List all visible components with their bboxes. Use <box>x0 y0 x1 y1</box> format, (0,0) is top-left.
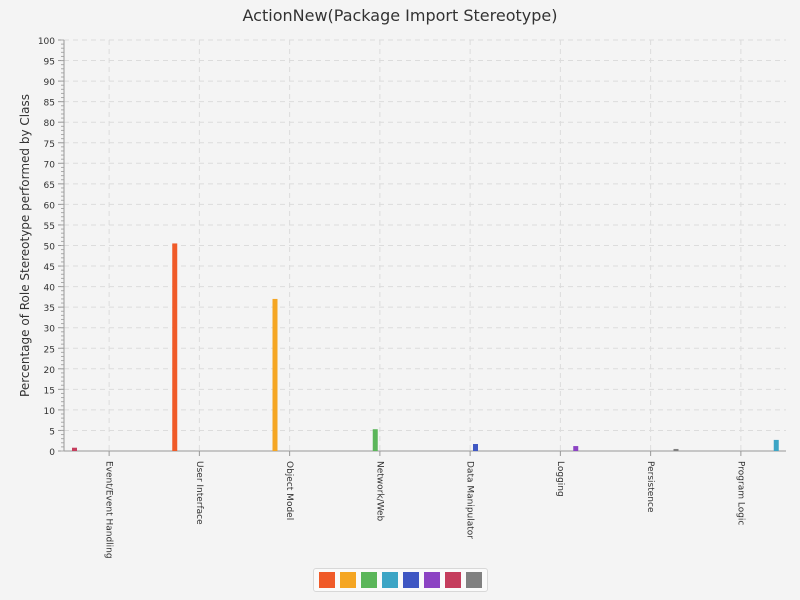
chart-title: ActionNew(Package Import Stereotype) <box>242 6 558 25</box>
bar <box>72 447 77 451</box>
y-tick-label: 85 <box>44 99 55 109</box>
x-tick-label: Persistence <box>645 461 655 513</box>
legend-swatch[interactable] <box>403 572 419 588</box>
bar <box>372 429 378 451</box>
y-axis-title: Percentage of Role Stereotype performed … <box>18 94 32 397</box>
legend-swatch[interactable] <box>424 572 440 588</box>
x-tick-label: Program Logic <box>735 461 745 525</box>
y-tick-label: 5 <box>49 427 55 437</box>
bar <box>573 446 579 451</box>
x-tick-label: Data Manipulator <box>465 461 475 539</box>
legend-swatch[interactable] <box>466 572 482 588</box>
y-tick-label: 60 <box>44 201 56 211</box>
y-tick-label: 65 <box>44 181 55 191</box>
bar <box>773 439 779 451</box>
bar <box>172 243 178 451</box>
y-tick-label: 10 <box>44 407 56 417</box>
y-tick-label: 30 <box>44 325 56 335</box>
y-tick-label: 80 <box>44 119 56 129</box>
y-tick-label: 55 <box>44 222 55 232</box>
y-tick-label: 45 <box>44 263 55 273</box>
y-tick-label: 100 <box>38 37 55 47</box>
bar <box>673 448 679 451</box>
legend-swatch[interactable] <box>445 572 461 588</box>
legend-swatch[interactable] <box>361 572 377 588</box>
x-tick-label: User Interface <box>194 461 204 525</box>
legend-swatch[interactable] <box>382 572 398 588</box>
bar <box>473 444 478 451</box>
y-tick-label: 90 <box>44 78 56 88</box>
y-tick-label: 70 <box>44 160 56 170</box>
x-tick-label: Network/Web <box>374 461 384 522</box>
bar <box>272 298 278 451</box>
y-tick-label: 35 <box>44 304 55 314</box>
x-tick-label: Event/Event Handling <box>104 461 114 559</box>
y-tick-label: 25 <box>44 345 55 355</box>
y-tick-label: 0 <box>49 448 55 458</box>
y-tick-label: 15 <box>44 386 55 396</box>
legend-swatch[interactable] <box>340 572 356 588</box>
legend-swatch[interactable] <box>319 572 335 588</box>
chart-legend <box>313 568 488 592</box>
y-tick-label: 75 <box>44 140 55 150</box>
x-tick-label: Logging <box>555 461 565 497</box>
y-tick-label: 95 <box>44 58 55 68</box>
y-tick-label: 40 <box>44 284 56 294</box>
y-tick-label: 50 <box>44 243 56 253</box>
x-tick-label: Object Model <box>284 461 294 520</box>
y-tick-label: 20 <box>44 366 56 376</box>
